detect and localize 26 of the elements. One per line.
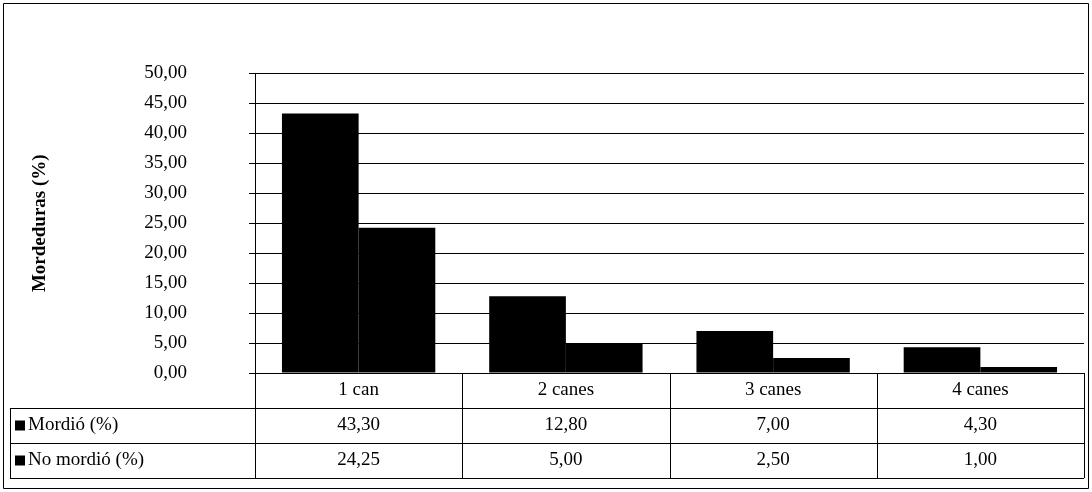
y-tick-label: 30,00 — [144, 181, 187, 203]
data-label: 4,30 — [963, 413, 997, 435]
y-tick-label: 50,00 — [144, 61, 187, 83]
y-tick-label: 40,00 — [144, 121, 187, 143]
x-tick-label: 1 can — [338, 378, 380, 400]
data-label: 24,25 — [337, 448, 380, 470]
y-tick-label: 20,00 — [144, 241, 187, 263]
data-label: 43,30 — [337, 413, 380, 435]
data-label: 7,00 — [756, 413, 790, 435]
legend-label: Mordió (%) — [28, 413, 119, 436]
data-label: 12,80 — [544, 413, 588, 435]
y-tick-label: 35,00 — [144, 151, 187, 173]
x-tick-label: 4 canes — [952, 378, 1009, 400]
data-label: 5,00 — [549, 448, 583, 470]
x-tick-label: 3 canes — [744, 378, 802, 400]
y-tick-label: 45,00 — [144, 91, 187, 113]
data-label: 2,50 — [756, 448, 790, 470]
y-tick-label: 25,00 — [144, 211, 187, 233]
legend-label: No mordió (%) — [28, 448, 145, 471]
x-tick-label: 2 canes — [537, 378, 595, 400]
y-tick-label: 0,00 — [153, 360, 187, 382]
y-tick-label: 15,00 — [144, 271, 187, 293]
y-tick-label: 5,00 — [153, 331, 187, 353]
y-tick-label: 10,00 — [144, 301, 187, 323]
y-axis-title: Mordeduras (%) — [28, 154, 51, 293]
data-label: 1,00 — [963, 448, 997, 470]
